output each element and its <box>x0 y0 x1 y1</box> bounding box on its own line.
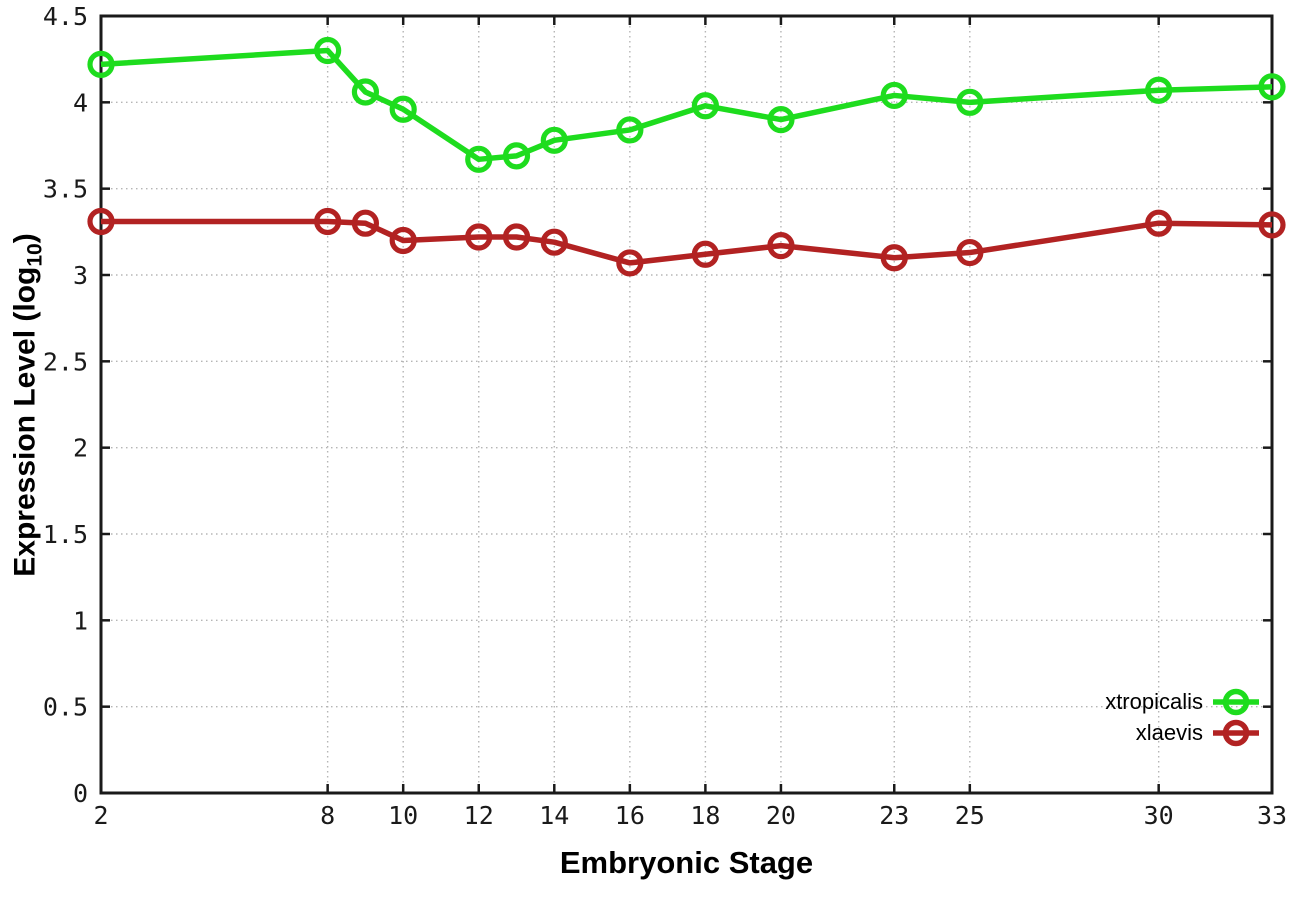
data-point-xlaevis <box>956 238 984 267</box>
x-axis-title: Embryonic Stage <box>559 845 814 880</box>
data-point-xlaevis <box>880 244 908 272</box>
x-tick-label: 33 <box>1257 801 1287 830</box>
series-line-xlaevis <box>101 218 1273 266</box>
data-point-xtropicalis <box>314 36 342 65</box>
x-tick-label: 18 <box>690 801 720 830</box>
y-tick-label: 1.5 <box>43 520 88 549</box>
x-tick-label: 8 <box>320 801 335 830</box>
data-point-xlaevis <box>1258 211 1286 239</box>
data-point-xlaevis <box>540 228 568 256</box>
data-point-xtropicalis <box>502 142 531 170</box>
y-axis-title-subscript: 10 <box>23 243 47 267</box>
legend: xtropicalis xlaevis <box>1105 686 1260 748</box>
data-point-xtropicalis <box>767 105 795 134</box>
data-point-xtropicalis <box>389 95 417 123</box>
data-point-xlaevis <box>616 249 644 277</box>
series-line-xtropicalis <box>100 47 1273 163</box>
legend-label-xlaevis: xlaevis <box>1135 719 1203 745</box>
legend-label-xtropicalis: xtropicalis <box>1105 688 1203 714</box>
data-point-xtropicalis <box>956 88 984 116</box>
x-tick-label: 20 <box>766 801 796 830</box>
legend-row-xlaevis: xlaevis <box>1105 717 1260 748</box>
x-tick-label: 12 <box>464 801 494 830</box>
data-point-xtropicalis <box>465 145 493 173</box>
x-tick-label: 25 <box>955 801 985 830</box>
data-point-xlaevis <box>87 207 115 236</box>
data-point-xlaevis <box>314 207 342 236</box>
y-tick-label: 3.5 <box>43 175 88 204</box>
data-point-xlaevis <box>1145 209 1173 237</box>
data-point-xtropicalis <box>1258 73 1286 101</box>
legend-row-xtropicalis: xtropicalis <box>1105 686 1260 717</box>
y-tick-label: 0.5 <box>43 693 88 722</box>
legend-marker-xlaevis <box>1213 719 1259 746</box>
data-point-xtropicalis <box>1145 76 1173 104</box>
y-tick-label: 2.5 <box>43 347 88 376</box>
data-point-xtropicalis <box>880 81 908 110</box>
data-point-xlaevis <box>767 232 795 260</box>
y-tick-label: 3 <box>73 261 88 290</box>
data-point-xtropicalis <box>691 92 719 120</box>
data-point-xlaevis <box>502 223 531 251</box>
x-tick-label: 23 <box>879 801 909 830</box>
y-tick-label: 4 <box>73 88 88 117</box>
y-axis-title: Expression Level (log10) <box>9 233 48 576</box>
data-point-xlaevis <box>351 209 380 237</box>
x-tick-label: 2 <box>93 801 108 830</box>
x-tick-label: 10 <box>388 801 418 830</box>
y-tick-label: 1 <box>73 606 88 635</box>
x-tick-label: 30 <box>1144 801 1174 830</box>
data-point-xtropicalis <box>540 126 568 154</box>
y-axis-title-close: ) <box>8 233 42 244</box>
y-tick-label: 4.5 <box>43 2 88 31</box>
x-tick-label: 14 <box>539 801 569 830</box>
data-point-xlaevis <box>465 223 493 251</box>
data-point-xtropicalis <box>616 116 644 144</box>
x-tick-label: 16 <box>615 801 645 830</box>
legend-marker-xtropicalis <box>1213 688 1259 715</box>
y-tick-label: 2 <box>73 434 88 463</box>
data-point-xlaevis <box>389 226 417 255</box>
y-tick-label: 0 <box>73 779 88 808</box>
plot-border <box>99 14 1274 795</box>
y-axis-title-text: Expression Level (log <box>8 266 42 577</box>
data-point-xtropicalis <box>351 78 380 106</box>
data-point-xlaevis <box>691 240 719 268</box>
data-point-xtropicalis <box>87 50 115 78</box>
